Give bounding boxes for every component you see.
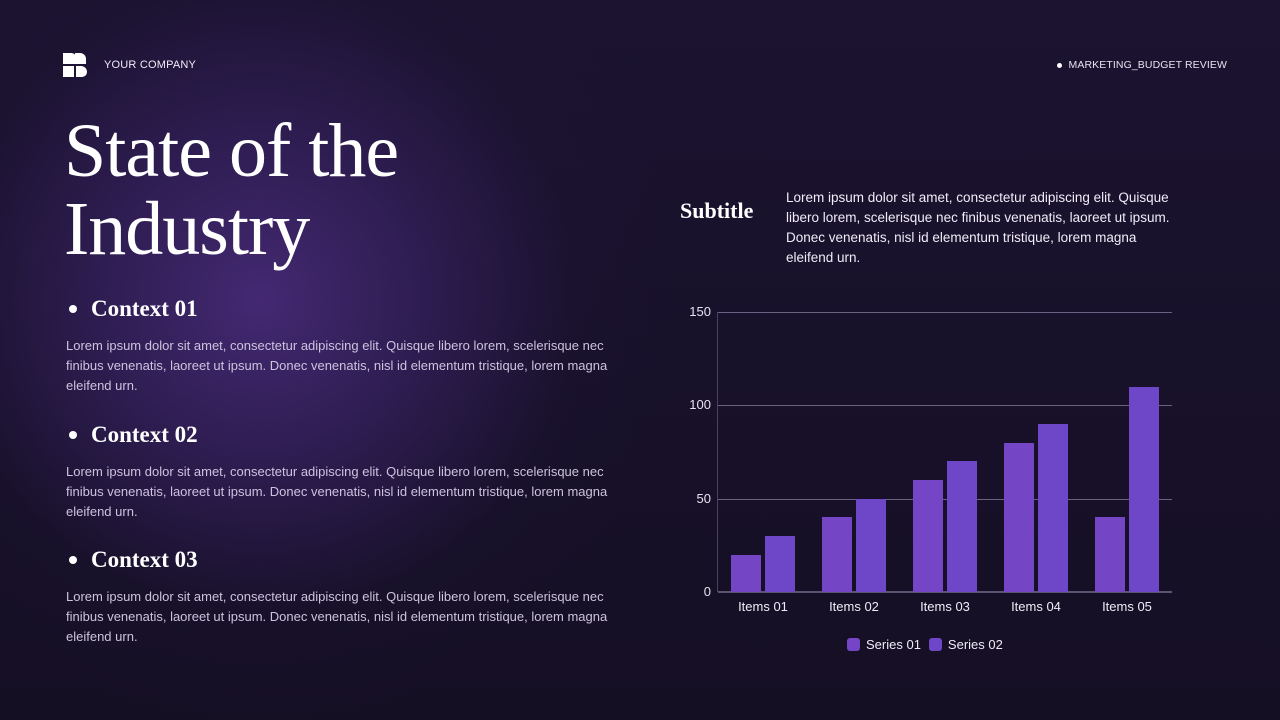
bar-series-01-items-01: [731, 554, 761, 592]
legend-item: Series 01: [847, 637, 921, 652]
bar-series-01-items-05: [1095, 517, 1125, 592]
y-tick-label: 0: [703, 584, 711, 599]
document-tag-label: MARKETING_BUDGET REVIEW: [1068, 59, 1227, 71]
chart-subtitle: Subtitle: [680, 198, 754, 223]
context-heading: Context 01: [66, 295, 636, 323]
context-body: Lorem ipsum dolor sit amet, consectetur …: [66, 589, 608, 644]
legend-swatch-icon: [928, 638, 942, 651]
bar-series-01-items-04: [1004, 442, 1034, 592]
y-tick-label: 50: [696, 490, 711, 506]
page-title: State of the Industry: [64, 109, 399, 271]
company-logo-icon: [63, 53, 87, 77]
bar-series-01-items-03: [913, 480, 943, 592]
document-tag: MARKETING_BUDGET REVIEW: [1056, 59, 1227, 71]
legend-label: Series 02: [947, 637, 1003, 652]
x-tick-label: Items 03: [920, 599, 970, 614]
bar-series-02-items-03: [947, 461, 977, 592]
legend-swatch-icon: [847, 638, 860, 651]
context-heading-text: Context 03: [91, 547, 198, 572]
bar-series-02-items-04: [1038, 424, 1068, 592]
context-section-03: Context 03 Lorem ipsum dolor sit amet, c…: [66, 546, 636, 647]
context-section-01: Context 01 Lorem ipsum dolor sit amet, c…: [66, 295, 636, 396]
y-axis: [717, 312, 718, 592]
y-tick-label: 150: [689, 304, 711, 319]
context-body: Lorem ipsum dolor sit amet, consectetur …: [66, 338, 608, 393]
context-heading-text: Context 02: [91, 422, 198, 447]
context-heading: Context 02: [66, 421, 636, 449]
bullet-dot-icon: [1056, 62, 1062, 68]
page-title-line2: Industry: [64, 187, 310, 271]
context-heading: Context 03: [66, 546, 636, 574]
bullet-dot-icon: [69, 305, 77, 313]
page-title-line1: State of the: [64, 109, 399, 193]
bar-series-01-items-02: [822, 517, 852, 592]
bar-series-02-items-05: [1129, 386, 1159, 592]
gridline: [718, 405, 1172, 407]
chart-legend: Series 01 Series 02: [847, 637, 1011, 652]
bar-series-02-items-02: [856, 498, 886, 592]
context-body: Lorem ipsum dolor sit amet, consectetur …: [66, 464, 608, 519]
x-tick-label: Items 01: [738, 599, 788, 614]
context-section-02: Context 02 Lorem ipsum dolor sit amet, c…: [66, 421, 636, 522]
x-tick-label: Items 02: [829, 599, 879, 614]
bullet-dot-icon: [69, 431, 77, 439]
x-tick-label: Items 04: [1011, 599, 1061, 614]
x-axis: [718, 591, 1172, 593]
gridline: [718, 312, 1172, 313]
bullet-dot-icon: [69, 556, 77, 564]
legend-label: Series 01: [866, 637, 921, 652]
legend-item: Series 02: [928, 637, 1003, 652]
context-heading-text: Context 01: [91, 296, 198, 321]
company-header: YOUR COMPANY: [63, 53, 196, 77]
bar-series-02-items-01: [765, 536, 795, 592]
gridline: [718, 498, 1172, 500]
y-tick-label: 100: [689, 397, 711, 413]
chart-description: Lorem ipsum dolor sit amet, consectetur …: [786, 190, 1170, 265]
x-tick-label: Items 05: [1102, 599, 1152, 614]
company-name: YOUR COMPANY: [104, 59, 197, 71]
